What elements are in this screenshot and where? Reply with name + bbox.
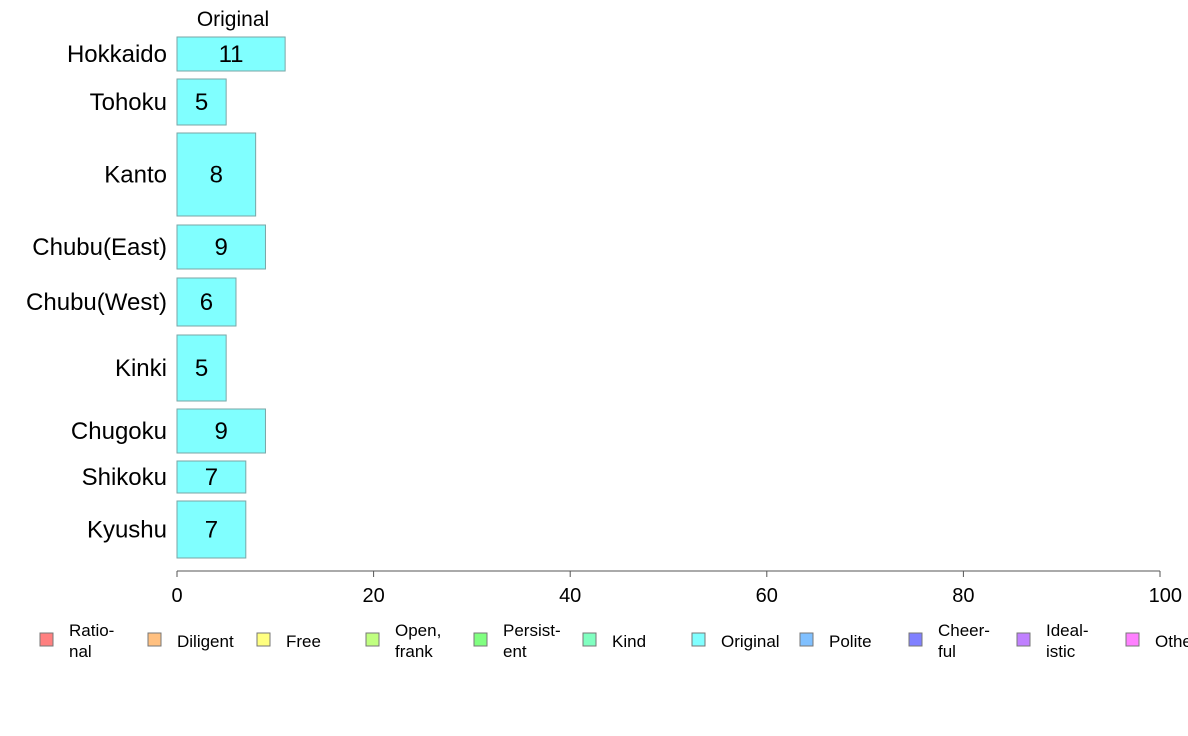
bar bbox=[176, 36, 286, 72]
x-axis: 0 20 40 60 80 100 bbox=[171, 570, 1182, 607]
bar-value-label: 8 bbox=[210, 162, 223, 189]
legend-label: Original bbox=[721, 632, 780, 651]
bar bbox=[176, 277, 237, 327]
legend-label-line: ent bbox=[503, 642, 527, 661]
region-label: Shikoku bbox=[82, 464, 167, 491]
region-label: Kyushu bbox=[87, 517, 167, 544]
bar-value-label: 5 bbox=[195, 89, 208, 116]
legend-label-line: Ratio- bbox=[69, 621, 114, 640]
region-label: Kinki bbox=[115, 355, 167, 382]
region-label: Hokkaido bbox=[67, 41, 167, 68]
x-tick-label: 0 bbox=[171, 585, 182, 607]
legend-label: Ideal-istic bbox=[1046, 621, 1089, 661]
legend-swatch bbox=[582, 632, 597, 647]
legend-label: Free bbox=[286, 632, 321, 651]
legend-label: Kind bbox=[612, 632, 646, 651]
bar bbox=[176, 460, 247, 494]
legend-swatch bbox=[365, 632, 380, 647]
bar bbox=[176, 224, 266, 270]
bar bbox=[176, 334, 227, 402]
legend-swatch bbox=[39, 632, 54, 647]
bar bbox=[176, 500, 247, 559]
legend-swatch bbox=[147, 632, 162, 647]
legend-swatch bbox=[799, 632, 814, 647]
legend-label-line: Open, bbox=[395, 621, 441, 640]
legend-label-line: frank bbox=[395, 642, 433, 661]
legend-label-line: Persist- bbox=[503, 621, 561, 640]
legend-item: Open, frank bbox=[365, 621, 441, 661]
region-label: Tohoku bbox=[90, 89, 167, 116]
column-title: Original bbox=[197, 8, 269, 31]
legend-item: Kind bbox=[582, 632, 646, 651]
legend-item: Polite bbox=[799, 632, 872, 651]
bar bbox=[176, 132, 257, 217]
legend-label-line: nal bbox=[69, 642, 92, 661]
bar-value-label: 5 bbox=[195, 355, 208, 382]
bar-value-label: 7 bbox=[205, 517, 218, 544]
legend-item: Cheer-ful bbox=[908, 621, 990, 661]
bar bbox=[176, 408, 266, 454]
legend-item: Ratio-nal bbox=[39, 621, 114, 661]
legend-label-line: ful bbox=[938, 642, 956, 661]
legend-item: Other bbox=[1125, 632, 1188, 651]
legend-label: Ratio-nal bbox=[69, 621, 114, 661]
legend-swatch bbox=[691, 632, 706, 647]
legend-item: Free bbox=[256, 632, 321, 651]
region-label: Chubu(West) bbox=[26, 289, 167, 316]
bar-value-label: 6 bbox=[200, 289, 213, 316]
bar-value-label: 11 bbox=[219, 41, 244, 68]
region-label: Kanto bbox=[104, 162, 167, 189]
legend-label: Cheer-ful bbox=[938, 621, 990, 661]
region-label: Chugoku bbox=[71, 418, 167, 445]
legend-item: Original bbox=[691, 632, 780, 651]
legend-label-line: istic bbox=[1046, 642, 1076, 661]
legend-swatch bbox=[1125, 632, 1140, 647]
legend: Ratio-nal Diligent Free Open, frank Persist-e… bbox=[39, 621, 1188, 661]
x-tick-label: 100 bbox=[1149, 585, 1182, 607]
x-tick-label: 60 bbox=[756, 585, 778, 607]
bar-value-label: 7 bbox=[205, 464, 218, 491]
legend-swatch bbox=[256, 632, 271, 647]
legend-item: Persist-ent bbox=[473, 621, 561, 661]
legend-label: Persist-ent bbox=[503, 621, 561, 661]
x-tick-label: 40 bbox=[559, 585, 581, 607]
bar bbox=[176, 78, 227, 126]
legend-label: Polite bbox=[829, 632, 872, 651]
bar-value-label: 9 bbox=[215, 418, 228, 445]
legend-item: Diligent bbox=[147, 632, 234, 651]
x-tick-label: 20 bbox=[362, 585, 384, 607]
legend-label-line: Ideal- bbox=[1046, 621, 1089, 640]
legend-label: Open, frank bbox=[395, 621, 441, 661]
legend-label: Other bbox=[1155, 632, 1188, 651]
bar-value-label: 9 bbox=[215, 234, 228, 261]
legend-item: Ideal-istic bbox=[1016, 621, 1089, 661]
bar-group: Hokkaido 11 Tohoku 5 Kanto 8 Chubu(East) 9 Chubu… bbox=[26, 36, 286, 559]
legend-swatch bbox=[473, 632, 488, 647]
legend-label: Diligent bbox=[177, 632, 234, 651]
legend-swatch bbox=[1016, 632, 1031, 647]
legend-label-line: Cheer- bbox=[938, 621, 990, 640]
legend-swatch bbox=[908, 632, 923, 647]
x-tick-label: 80 bbox=[952, 585, 974, 607]
region-label: Chubu(East) bbox=[32, 234, 167, 261]
